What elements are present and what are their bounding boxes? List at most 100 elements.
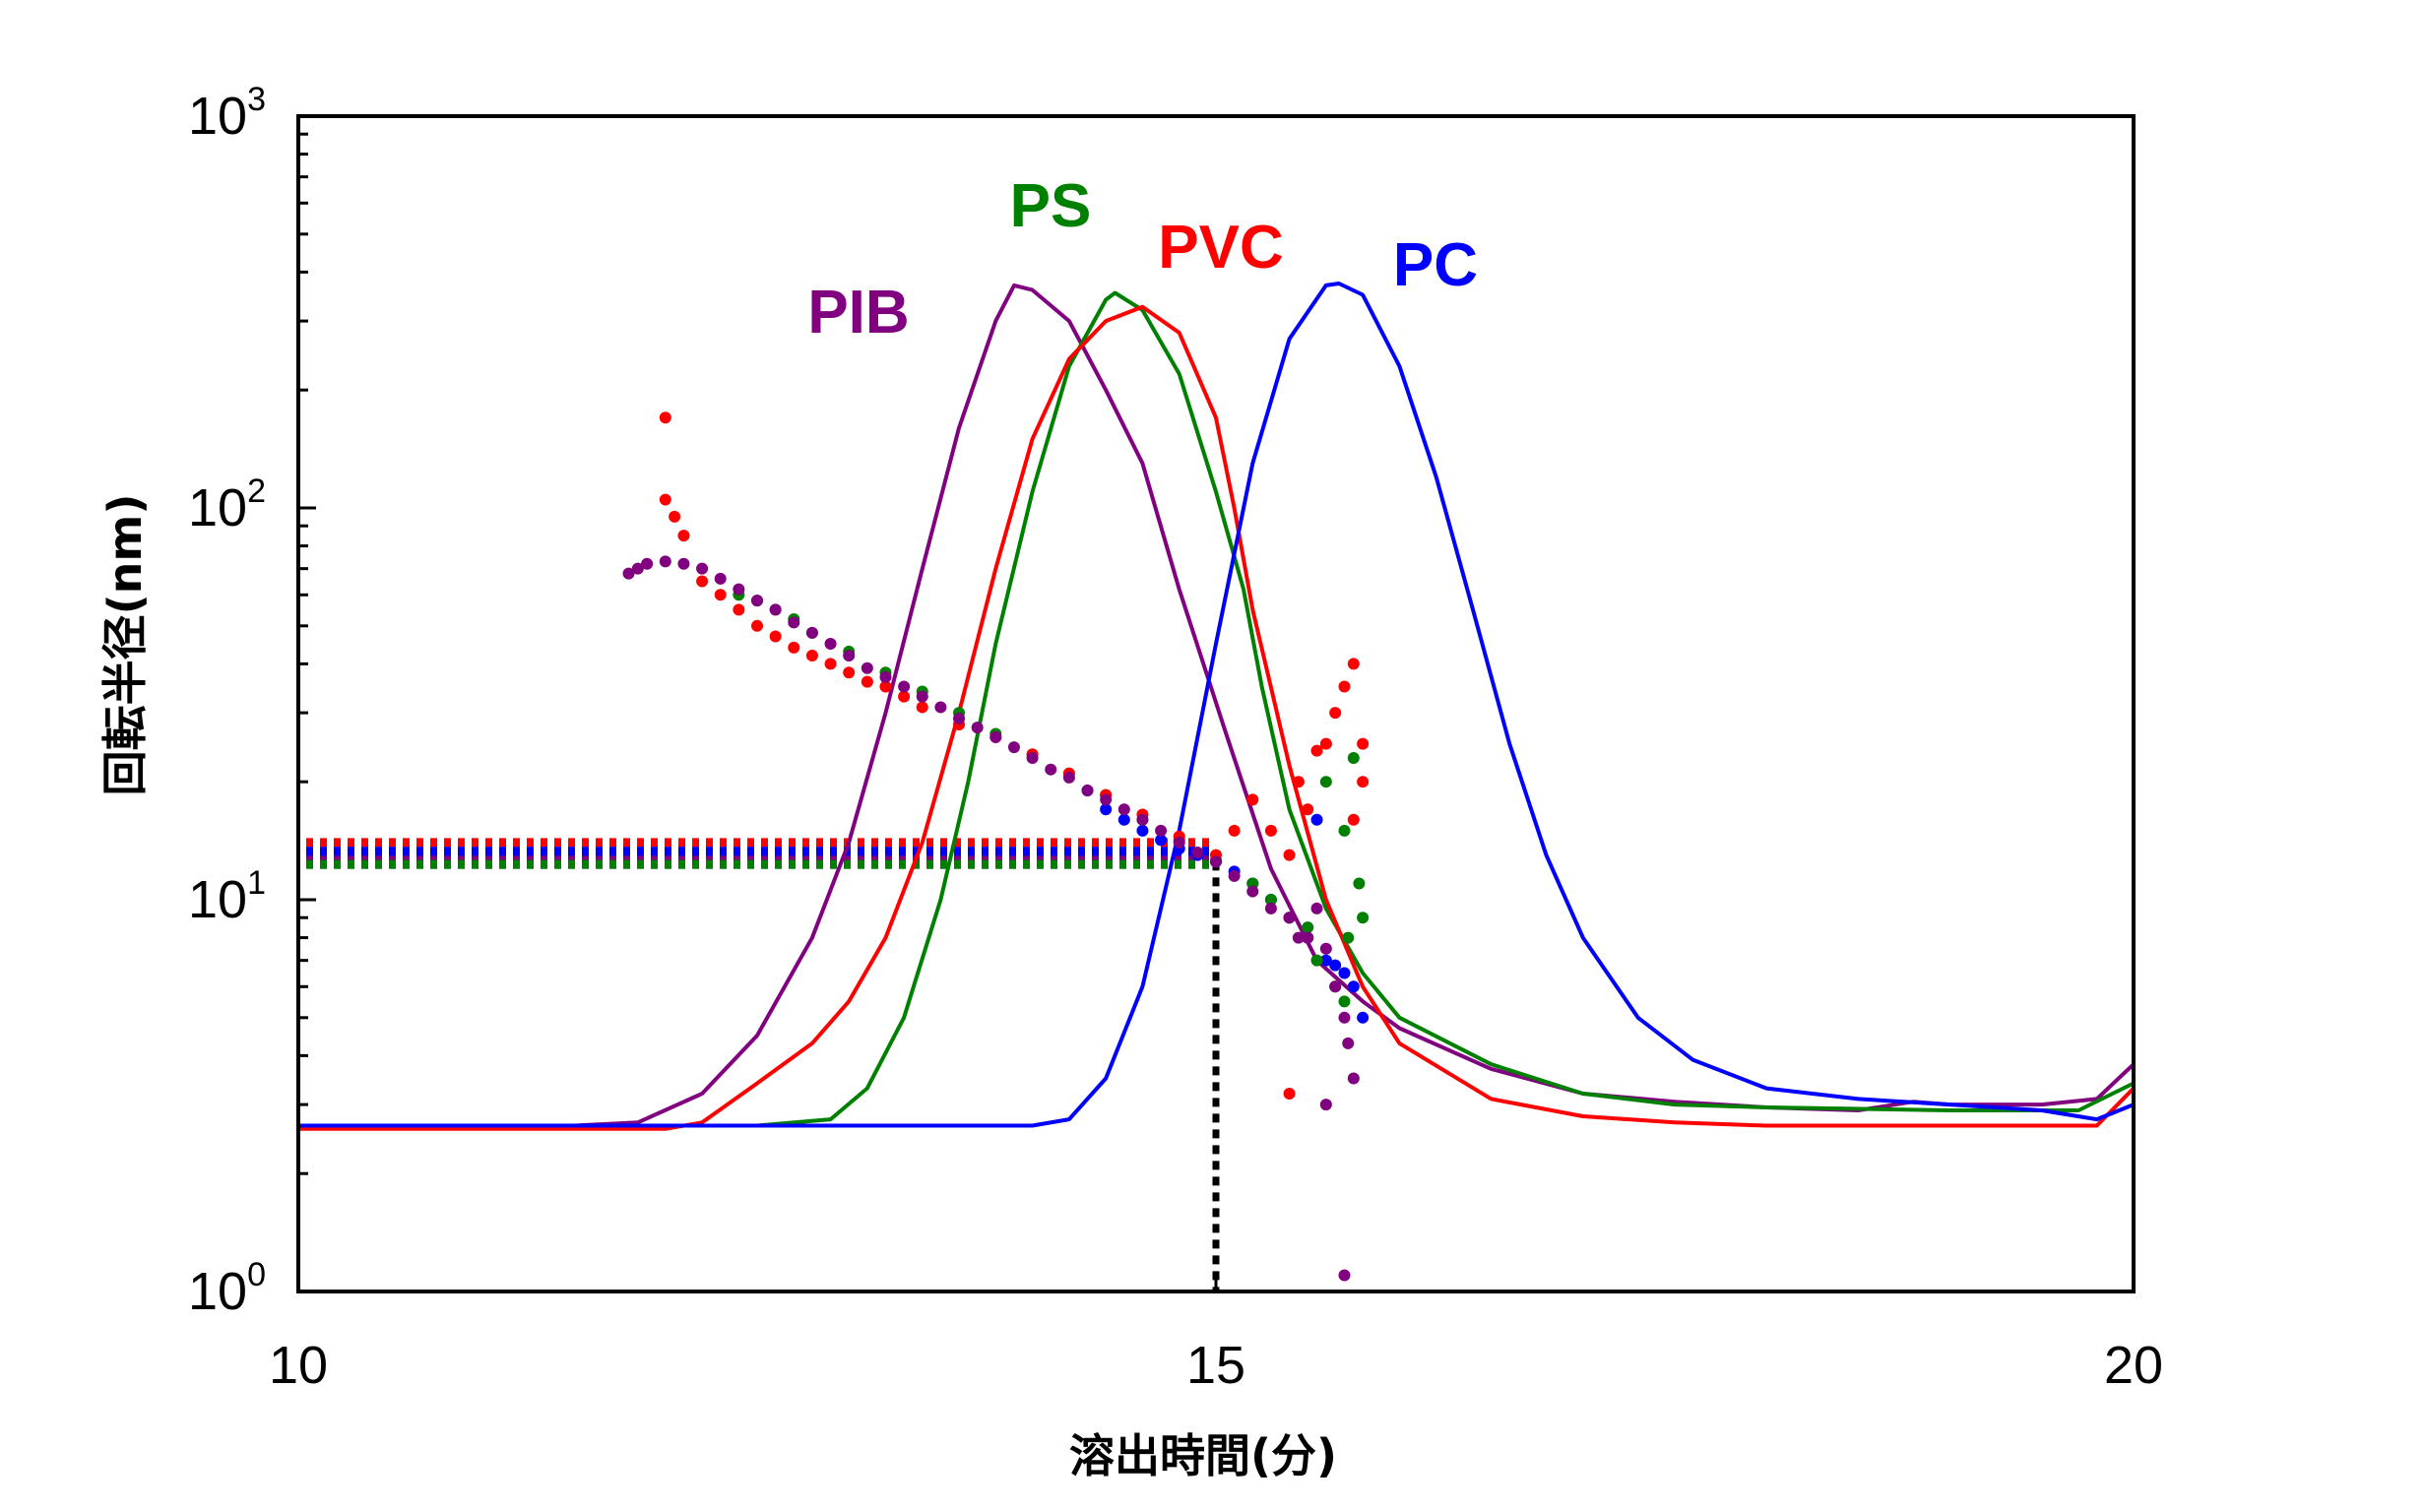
series-label-pvc: PVC xyxy=(1158,214,1283,282)
rg-point-pvc xyxy=(788,641,800,654)
rg-point-pvc xyxy=(1302,803,1314,816)
rg-point-pib xyxy=(1264,902,1277,914)
rg-point-pvc xyxy=(916,701,928,714)
rg-point-pvc xyxy=(1283,1087,1296,1100)
rg-point-pvc xyxy=(1292,776,1305,788)
rg-point-pvc xyxy=(879,680,892,693)
y-tick-label: 100 xyxy=(188,1256,266,1321)
rg-point-ps xyxy=(1347,752,1360,765)
rg-point-pc xyxy=(1338,967,1351,979)
rg-point-pc xyxy=(1347,980,1360,993)
rg-point-pc xyxy=(1155,834,1168,847)
reference-lines xyxy=(306,838,1220,1292)
series-label-pib: PIB xyxy=(807,279,909,346)
rg-point-pvc xyxy=(1246,793,1259,806)
rg-point-pib xyxy=(659,555,671,568)
rg-point-pvc xyxy=(669,510,681,523)
rg-point-pvc xyxy=(1228,824,1241,837)
rg-point-pib xyxy=(1026,752,1039,765)
rg-point-pvc xyxy=(898,690,911,703)
curve-pib xyxy=(298,283,2136,1128)
rg-point-pib xyxy=(714,572,727,585)
rg-point-pvc xyxy=(1338,680,1351,693)
rg-point-pib xyxy=(1342,1037,1355,1049)
rg-point-pib xyxy=(1062,771,1075,784)
rg-point-ps xyxy=(1302,921,1314,934)
rg-point-pc xyxy=(1100,803,1113,816)
rg-point-pib xyxy=(989,730,1002,743)
rg-point-pib xyxy=(733,583,745,596)
series-label-pc: PC xyxy=(1393,231,1478,299)
rg-point-pc xyxy=(1117,813,1130,826)
x-tick-label: 10 xyxy=(269,1336,328,1395)
rg-point-pvc xyxy=(677,530,690,542)
rg-point-pib xyxy=(934,701,947,714)
rg-point-pib xyxy=(953,712,966,724)
rg-point-pib xyxy=(1007,741,1020,754)
x-tick-label: 15 xyxy=(1186,1336,1245,1395)
rg-point-pib xyxy=(677,557,690,570)
rg-point-ps xyxy=(1338,995,1351,1008)
rg-point-pib xyxy=(1310,902,1323,914)
rg-point-pib xyxy=(1319,942,1332,955)
rg-point-ps xyxy=(1342,931,1355,944)
x-tick-label: 20 xyxy=(2104,1336,2163,1395)
rg-point-pib xyxy=(843,649,856,662)
rg-point-pib xyxy=(1228,869,1241,882)
rg-point-pib xyxy=(824,638,837,651)
rg-point-pib xyxy=(861,662,873,674)
rg-point-pib xyxy=(631,562,644,575)
rg-point-pib xyxy=(1292,931,1305,944)
rg-point-pib xyxy=(788,616,800,629)
rg-point-pib xyxy=(805,626,818,639)
rg-point-pvc xyxy=(824,658,837,670)
rg-point-ps xyxy=(1319,776,1332,788)
rg-point-pvc xyxy=(861,675,873,688)
rg-point-pvc xyxy=(1310,744,1323,757)
rg-point-pvc xyxy=(1329,707,1342,720)
series-points xyxy=(622,411,1370,1282)
rg-point-pib xyxy=(1155,824,1168,837)
rg-point-pvc xyxy=(805,649,818,662)
rg-point-pib xyxy=(1302,931,1314,944)
rg-point-pib xyxy=(1329,980,1342,993)
rg-point-pvc xyxy=(843,666,856,679)
rg-point-pvc xyxy=(1264,824,1277,837)
rg-point-pvc xyxy=(714,589,727,601)
rg-point-pvc xyxy=(1319,737,1332,750)
rg-point-pib xyxy=(1173,836,1185,849)
rg-point-pvc xyxy=(659,493,671,506)
rg-point-pib xyxy=(1191,847,1204,859)
rg-point-pvc xyxy=(1357,737,1370,750)
rg-point-pib xyxy=(696,562,709,575)
rg-point-pvc xyxy=(659,411,671,424)
rg-point-pib xyxy=(641,557,654,570)
y-tick-label: 101 xyxy=(188,864,266,929)
series-curves xyxy=(298,282,2136,1131)
rg-point-ps xyxy=(1357,912,1370,924)
rg-point-pib xyxy=(898,680,911,693)
rg-point-ps xyxy=(1264,894,1277,906)
rg-point-pc xyxy=(1329,959,1342,972)
y-tick-label: 103 xyxy=(188,81,266,146)
rg-point-ps xyxy=(1353,877,1366,890)
rg-point-pib xyxy=(879,670,892,683)
rg-point-pib xyxy=(751,595,763,607)
series-label-ps: PS xyxy=(1010,172,1092,240)
rg-point-pib xyxy=(971,722,984,734)
axis-ticks xyxy=(296,114,2136,1293)
rg-point-pvc xyxy=(769,630,782,643)
rg-point-ps xyxy=(1310,954,1323,967)
rg-point-pvc xyxy=(751,619,763,632)
rg-point-pvc xyxy=(696,575,709,588)
rg-point-pib xyxy=(1283,912,1296,924)
rg-point-pib xyxy=(1319,1099,1332,1111)
rg-point-pib xyxy=(1338,1011,1351,1024)
y-tick-label: 102 xyxy=(188,472,266,537)
rg-point-pc xyxy=(1319,954,1332,967)
rg-point-ps xyxy=(1338,824,1351,837)
rg-point-pib xyxy=(1045,763,1057,776)
rg-point-pib xyxy=(1081,785,1094,797)
rg-point-pib xyxy=(622,567,635,580)
